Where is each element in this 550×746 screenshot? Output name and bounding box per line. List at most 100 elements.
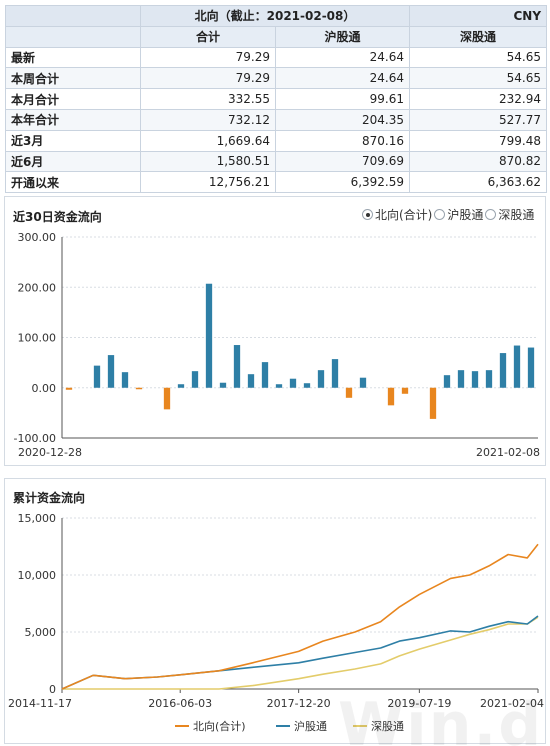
x-tick-label: 2016-06-03: [148, 697, 212, 710]
radio-label: 北向(合计): [375, 208, 433, 222]
cell-sz: 527.77: [409, 108, 548, 131]
bar[interactable]: [135, 387, 143, 390]
header-sz: 深股通: [409, 25, 548, 48]
bar[interactable]: [359, 377, 367, 388]
row-label: 近6月: [5, 150, 141, 173]
y-tick-label: 0.00: [32, 382, 57, 395]
cell-sz: 232.94: [409, 88, 548, 110]
legend-label: 沪股通: [294, 719, 327, 733]
series-radio-1[interactable]: 沪股通: [434, 206, 483, 223]
cell-sz: 799.48: [409, 129, 548, 152]
header-sh: 沪股通: [274, 25, 411, 48]
bar[interactable]: [499, 353, 507, 388]
bar[interactable]: [317, 370, 325, 388]
series-radio-group: 北向(合计) 沪股通 深股通: [362, 206, 536, 223]
x-start-label: 2020-12-28: [18, 446, 82, 459]
row-label: 本年合计: [5, 108, 141, 131]
recent-30d-chart-panel: [4, 196, 546, 466]
bar[interactable]: [275, 384, 283, 388]
row-label: 本周合计: [5, 67, 141, 90]
northbound-summary-table: 北向（截止：2021-02-08） CNY 合计 沪股通 深股通 最新 79.29…: [5, 5, 548, 194]
bar[interactable]: [93, 365, 101, 388]
bar[interactable]: [107, 355, 115, 388]
cell-sz: 54.65: [409, 67, 548, 90]
bar[interactable]: [205, 283, 213, 388]
cell-total: 79.29: [140, 67, 276, 90]
cumulative-chart-title: 累计资金流向: [13, 491, 86, 505]
radio-label: 沪股通: [447, 208, 484, 222]
table-title: 北向（截止：2021-02-08）: [139, 5, 411, 27]
cell-sz: 54.65: [409, 46, 548, 69]
radio-dot-icon[interactable]: [362, 209, 373, 220]
cell-sh: 204.35: [274, 108, 411, 131]
bar[interactable]: [401, 387, 409, 394]
x-tick-label: 2021-02-04: [480, 697, 544, 710]
row-label: 最新: [5, 46, 141, 69]
table-row: 近3月 1,669.64 870.16 799.48: [5, 129, 548, 152]
y-tick-label: -100.00: [14, 432, 56, 445]
legend-label: 深股通: [371, 720, 404, 733]
bar[interactable]: [177, 384, 185, 388]
series-line-2[interactable]: [62, 616, 539, 690]
bar[interactable]: [485, 370, 493, 388]
cell-sh: 870.16: [274, 129, 411, 152]
y-tick-label: 5,000: [25, 626, 57, 639]
table-row: 本年合计 732.12 204.35 527.77: [5, 108, 548, 131]
y-tick-label: 300.00: [18, 231, 57, 244]
table-row: 本月合计 332.55 99.61 232.94: [5, 88, 548, 110]
cell-sh: 24.64: [274, 46, 411, 69]
header-spacer: [5, 25, 141, 48]
bar[interactable]: [65, 387, 73, 390]
bar[interactable]: [387, 387, 395, 406]
cell-sh: 709.69: [274, 150, 411, 173]
bar[interactable]: [247, 374, 255, 388]
cell-sh: 24.64: [274, 67, 411, 90]
cell-sh: 6,392.59: [274, 171, 411, 194]
y-tick-label: 10,000: [18, 569, 57, 582]
series-line-0[interactable]: [61, 543, 539, 690]
y-tick-label: 15,000: [18, 512, 57, 525]
bar[interactable]: [331, 359, 339, 388]
series-radio-0[interactable]: 北向(合计): [362, 206, 432, 223]
bar[interactable]: [121, 372, 129, 388]
row-label: 开通以来: [5, 171, 141, 194]
bar[interactable]: [443, 375, 451, 388]
table-row: 开通以来 12,756.21 6,392.59 6,363.62: [5, 171, 548, 194]
bar[interactable]: [191, 371, 199, 388]
series-radio-2[interactable]: 深股通: [485, 206, 534, 223]
cell-total: 12,756.21: [140, 171, 276, 194]
y-tick-label: 0: [49, 683, 56, 696]
bar[interactable]: [457, 370, 465, 388]
x-tick-label: 2017-12-20: [267, 697, 331, 710]
bar[interactable]: [303, 383, 311, 388]
radio-label: 深股通: [498, 208, 535, 222]
x-tick-label: 2014-11-17: [8, 697, 72, 710]
bar[interactable]: [233, 345, 241, 388]
bar[interactable]: [471, 371, 479, 388]
table-row: 最新 79.29 24.64 54.65: [5, 46, 548, 69]
recent-30d-chart-title: 近30日资金流向: [13, 210, 102, 224]
table-row: 近6月 1,580.51 709.69 870.82: [5, 150, 548, 173]
radio-dot-icon[interactable]: [434, 209, 446, 220]
bar[interactable]: [527, 347, 535, 388]
y-tick-label: 200.00: [18, 281, 57, 294]
wind-watermark: Win.d: [338, 690, 544, 746]
cumulative-chart-panel: [4, 478, 546, 744]
y-tick-label: 100.00: [18, 332, 57, 345]
legend-label: 北向(合计): [193, 719, 246, 733]
bar[interactable]: [513, 345, 521, 388]
cell-sz: 6,363.62: [409, 171, 548, 194]
bar[interactable]: [429, 387, 437, 419]
bar[interactable]: [345, 387, 353, 398]
x-end-label: 2021-02-08: [476, 446, 540, 459]
table-title-spacer: [5, 5, 141, 27]
bar[interactable]: [163, 387, 171, 410]
x-tick-label: 2019-07-19: [387, 697, 451, 710]
table-row: 本周合计 79.29 24.64 54.65: [5, 67, 548, 90]
bar[interactable]: [261, 362, 269, 388]
radio-dot-icon[interactable]: [485, 209, 497, 220]
bar[interactable]: [289, 378, 297, 388]
bar[interactable]: [219, 382, 227, 388]
